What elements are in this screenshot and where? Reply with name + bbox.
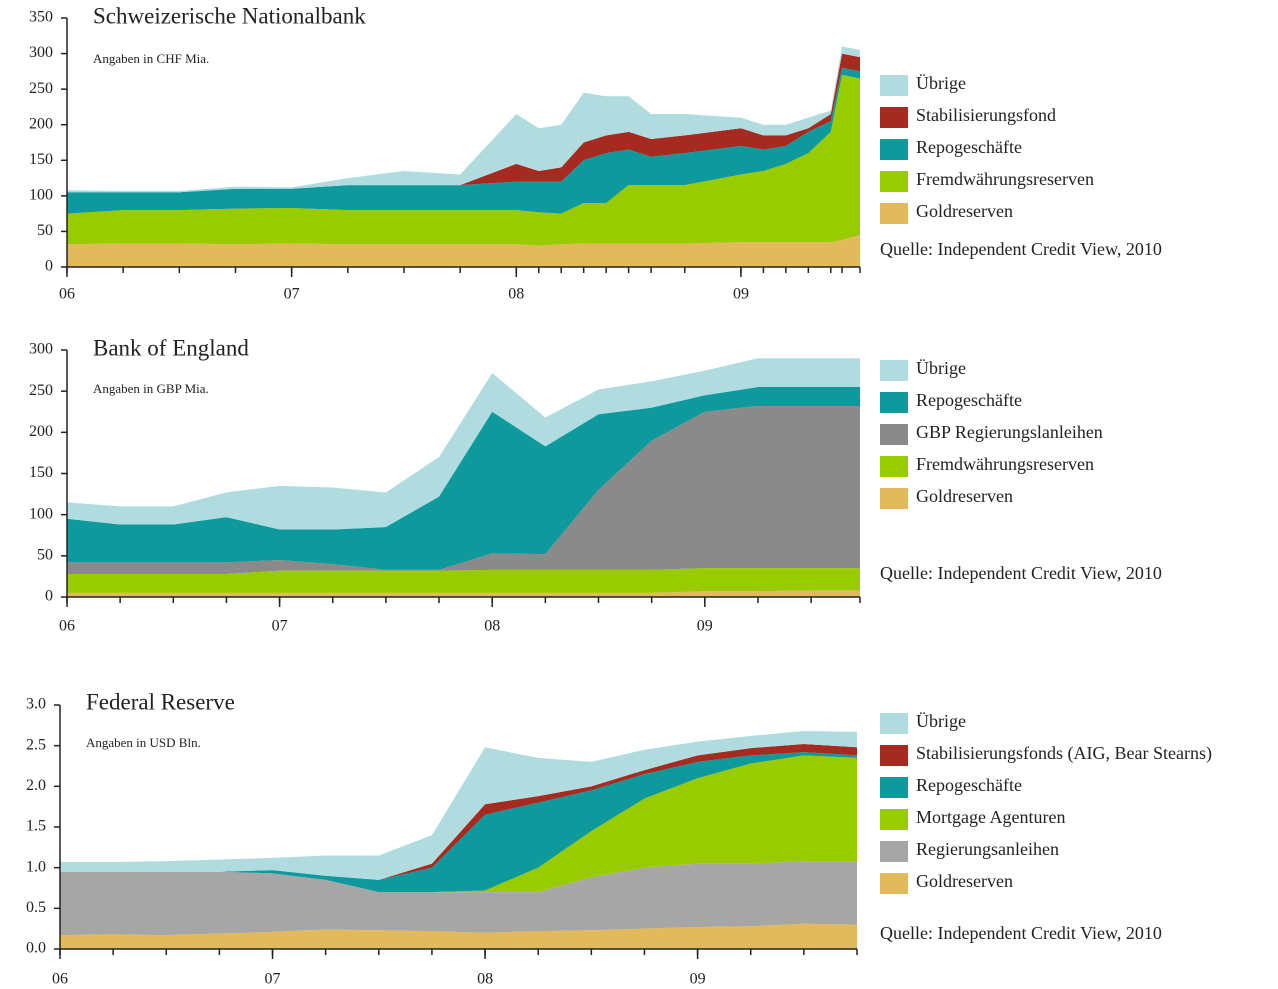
y-tick-label: 200 bbox=[29, 115, 53, 132]
legend-swatch bbox=[880, 107, 908, 128]
legend-label: Goldreserven bbox=[916, 201, 1013, 221]
y-tick-label: 50 bbox=[37, 547, 53, 564]
legend-swatch bbox=[880, 456, 908, 477]
legend-label: Fremdwährungsreserven bbox=[916, 454, 1094, 474]
chart-title: Schweizerische Nationalbank bbox=[93, 3, 366, 28]
area bbox=[67, 46, 860, 193]
y-tick-label: 250 bbox=[29, 382, 53, 399]
legend-label: Goldreserven bbox=[916, 871, 1013, 891]
area bbox=[67, 387, 860, 570]
legend-swatch bbox=[880, 713, 908, 734]
x-tick-label: 08 bbox=[477, 971, 493, 988]
legend-label: Fremdwährungsreserven bbox=[916, 169, 1094, 189]
area bbox=[60, 731, 857, 880]
legend-label: Repogeschäfte bbox=[916, 775, 1022, 795]
source-note: Quelle: Independent Credit View, 2010 bbox=[880, 923, 1162, 943]
y-tick-label: 2.0 bbox=[26, 777, 46, 794]
x-tick-label: 06 bbox=[59, 618, 75, 635]
legend-label: Übrige bbox=[916, 73, 966, 93]
x-tick-label: 09 bbox=[733, 286, 749, 303]
y-tick-label: 0.0 bbox=[26, 940, 46, 957]
legend-label: Übrige bbox=[916, 711, 966, 731]
y-tick-label: 3.0 bbox=[26, 696, 46, 713]
y-tick-label: 300 bbox=[29, 44, 53, 61]
y-tick-label: 200 bbox=[29, 423, 53, 440]
legend-swatch bbox=[880, 360, 908, 381]
legend-swatch bbox=[880, 777, 908, 798]
area bbox=[67, 405, 860, 574]
x-tick-label: 08 bbox=[508, 286, 524, 303]
x-tick-label: 09 bbox=[690, 971, 706, 988]
legend-swatch bbox=[880, 809, 908, 830]
legend-swatch bbox=[880, 171, 908, 192]
legend-swatch bbox=[880, 841, 908, 862]
y-tick-label: 0 bbox=[45, 258, 53, 275]
area bbox=[60, 861, 857, 936]
x-tick-label: 09 bbox=[697, 618, 713, 635]
source-note: Quelle: Independent Credit View, 2010 bbox=[880, 563, 1162, 583]
legend-label: GBP Regierungslanleihen bbox=[916, 422, 1103, 442]
y-tick-label: 150 bbox=[29, 464, 53, 481]
chart-title: Federal Reserve bbox=[86, 689, 235, 714]
legend-swatch bbox=[880, 873, 908, 894]
legend-swatch bbox=[880, 139, 908, 160]
legend-label: Repogeschäfte bbox=[916, 390, 1022, 410]
legend-swatch bbox=[880, 488, 908, 509]
y-tick-label: 1.0 bbox=[26, 858, 46, 875]
area bbox=[60, 923, 857, 949]
legend-label: Regierungsanleihen bbox=[916, 839, 1059, 859]
area bbox=[67, 590, 860, 597]
y-tick-label: 1.5 bbox=[26, 818, 46, 835]
legend-swatch bbox=[880, 203, 908, 224]
y-tick-label: 150 bbox=[29, 151, 53, 168]
legend-swatch bbox=[880, 75, 908, 96]
y-tick-label: 0.5 bbox=[26, 899, 46, 916]
y-tick-label: 300 bbox=[29, 341, 53, 358]
y-tick-label: 0 bbox=[45, 588, 53, 605]
area bbox=[60, 752, 857, 893]
chart-title: Bank of England bbox=[93, 335, 249, 360]
area bbox=[67, 568, 860, 593]
legend-label: Mortgage Agenturen bbox=[916, 807, 1065, 827]
y-tick-label: 250 bbox=[29, 80, 53, 97]
y-tick-label: 2.5 bbox=[26, 736, 46, 753]
legend-swatch bbox=[880, 392, 908, 413]
x-tick-label: 08 bbox=[484, 618, 500, 635]
y-tick-label: 350 bbox=[29, 9, 53, 26]
chart-subtitle: Angaben in CHF Mia. bbox=[93, 51, 209, 66]
x-tick-label: 06 bbox=[59, 286, 75, 303]
x-tick-label: 07 bbox=[265, 971, 281, 988]
legend-label: Stabilisierungsfond bbox=[916, 105, 1056, 125]
legend-swatch bbox=[880, 424, 908, 445]
legend-label: Goldreserven bbox=[916, 486, 1013, 506]
x-tick-label: 06 bbox=[52, 971, 68, 988]
legend-label: Übrige bbox=[916, 358, 966, 378]
chart-subtitle: Angaben in USD Bln. bbox=[86, 735, 201, 750]
area bbox=[67, 67, 860, 214]
area bbox=[67, 234, 860, 267]
area bbox=[60, 755, 857, 893]
y-tick-label: 100 bbox=[29, 187, 53, 204]
x-tick-label: 07 bbox=[272, 618, 288, 635]
x-tick-label: 07 bbox=[284, 286, 300, 303]
area bbox=[67, 74, 860, 246]
legend-label: Repogeschäfte bbox=[916, 137, 1022, 157]
legend-label: Stabilisierungsfonds (AIG, Bear Stearns) bbox=[916, 743, 1212, 764]
source-note: Quelle: Independent Credit View, 2010 bbox=[880, 239, 1162, 259]
y-tick-label: 50 bbox=[37, 222, 53, 239]
area bbox=[67, 358, 860, 530]
legend-swatch bbox=[880, 745, 908, 766]
chart-subtitle: Angaben in GBP Mia. bbox=[93, 381, 209, 396]
y-tick-label: 100 bbox=[29, 505, 53, 522]
